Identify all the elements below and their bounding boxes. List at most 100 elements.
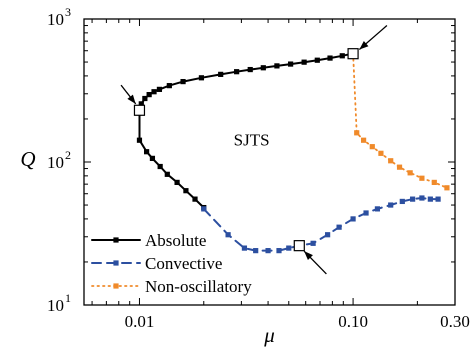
data-point	[354, 130, 360, 136]
data-point	[174, 179, 180, 186]
data-point	[286, 245, 292, 251]
data-point	[325, 232, 331, 238]
data-point	[234, 69, 240, 75]
legend-marker	[113, 237, 119, 243]
data-point	[288, 61, 294, 67]
data-point	[410, 196, 416, 202]
x-axis-label: μ	[263, 323, 275, 347]
data-point	[144, 149, 150, 155]
series-non-oscillatory	[350, 51, 450, 191]
y-tick-label-exponent: 2	[65, 148, 71, 162]
data-point	[164, 171, 170, 177]
data-point	[388, 202, 394, 208]
data-point	[180, 78, 186, 85]
legend: Absolute Convective Non-oscillatory	[91, 231, 252, 296]
y-tick-label: 10 3	[47, 5, 71, 29]
data-point	[388, 158, 394, 164]
data-point	[363, 210, 369, 216]
data-point	[435, 196, 441, 202]
y-tick-label-base: 10	[47, 153, 64, 172]
y-tick-label: 10 1	[47, 291, 71, 315]
series-line	[202, 196, 440, 252]
series-absolute	[136, 51, 355, 211]
data-point	[378, 150, 384, 156]
data-point	[314, 57, 320, 63]
data-point	[350, 216, 356, 222]
data-point	[166, 83, 172, 89]
transition-marker	[347, 48, 359, 60]
data-point	[198, 75, 205, 81]
legend-label: Convective	[145, 254, 222, 273]
data-point	[310, 240, 316, 246]
data-point	[374, 206, 381, 212]
data-point	[444, 185, 450, 191]
data-point	[274, 63, 280, 69]
data-point	[218, 71, 224, 77]
data-point	[360, 137, 367, 143]
data-point	[419, 175, 425, 181]
data-point	[399, 198, 405, 205]
data-point	[253, 248, 259, 254]
legend-marker	[113, 283, 119, 289]
x-tick-label: 0.10	[338, 312, 368, 331]
data-point	[201, 206, 207, 212]
data-point	[369, 144, 375, 150]
data-point	[138, 101, 144, 107]
annotation-arrow	[120, 84, 137, 105]
data-point	[146, 92, 152, 98]
legend-label: Non-oscillatory	[145, 277, 252, 296]
data-point	[241, 245, 248, 251]
data-point	[225, 232, 231, 238]
region-label: SJTS	[234, 131, 270, 150]
data-point	[396, 164, 403, 170]
arrow-head	[359, 40, 369, 50]
data-point	[336, 224, 342, 230]
arrow-head	[127, 94, 136, 104]
data-point	[157, 163, 163, 170]
y-axis-label: Q	[20, 147, 35, 171]
y-tick-label-exponent: 3	[65, 5, 71, 19]
legend-item-absolute: Absolute	[91, 231, 206, 250]
arrow-head	[304, 251, 313, 261]
y-tick-label-base: 10	[47, 10, 64, 29]
data-point	[339, 53, 345, 59]
x-tick-label: 0.30	[440, 312, 470, 331]
data-point	[142, 95, 148, 102]
legend-marker	[113, 260, 119, 266]
data-point	[192, 196, 198, 202]
legend-item-convective: Convective	[91, 254, 222, 273]
y-tick-label-exponent: 1	[65, 291, 71, 305]
data-point	[247, 66, 253, 73]
data-point	[427, 196, 433, 202]
series-line	[138, 52, 354, 112]
annotation-arrow	[303, 250, 327, 275]
data-point	[407, 170, 413, 176]
annotation-arrow	[358, 25, 388, 50]
data-point	[327, 55, 333, 61]
plot-frame	[83, 18, 456, 306]
legend-label: Absolute	[145, 231, 206, 250]
data-point	[149, 155, 156, 161]
series-layer	[133, 48, 450, 254]
data-point	[419, 195, 425, 201]
data-point	[151, 89, 157, 95]
data-point	[183, 188, 189, 194]
transition-marker	[293, 240, 305, 252]
data-point	[156, 86, 163, 92]
series-line	[138, 109, 205, 209]
y-tick-label-base: 10	[47, 296, 64, 315]
transition-marker	[133, 104, 146, 116]
data-point	[431, 179, 437, 186]
series-convective	[201, 195, 441, 254]
x-tick-label: 0.01	[125, 312, 155, 331]
data-point	[301, 59, 307, 65]
legend-item-non-oscillatory: Non-oscillatory	[91, 277, 252, 296]
data-point	[276, 248, 282, 254]
data-point	[260, 65, 266, 71]
data-point	[265, 248, 271, 254]
y-tick-label: 10 2	[47, 148, 71, 172]
data-point	[136, 137, 143, 143]
arrow-layer	[120, 25, 388, 275]
